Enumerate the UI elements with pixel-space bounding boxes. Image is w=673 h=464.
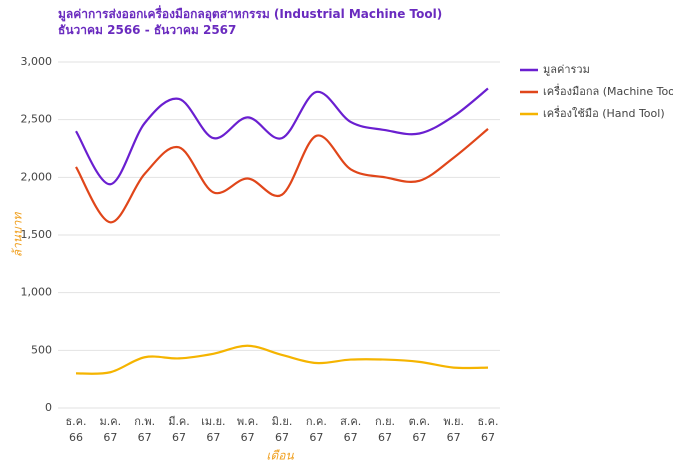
x-tick-label: 67: [378, 431, 392, 444]
x-tick-label: 67: [344, 431, 358, 444]
y-tick-label: 1,500: [21, 228, 53, 241]
x-tick-label: 67: [275, 431, 289, 444]
x-tick-label: 67: [206, 431, 220, 444]
x-tick-label: ส.ค.: [340, 415, 361, 428]
series-line: [75, 87, 489, 186]
x-tick-label: ธ.ค.: [65, 415, 86, 428]
y-tick-label: 0: [45, 401, 52, 414]
x-tick-label: ธ.ค.: [477, 415, 498, 428]
x-tick-label: 67: [172, 431, 186, 444]
series-line: [75, 128, 489, 224]
x-tick-label: พ.ย.: [443, 415, 464, 428]
x-tick-label: 67: [481, 431, 495, 444]
legend-label: มูลค่ารวม: [543, 63, 590, 76]
x-tick-label: ก.ย.: [375, 415, 395, 428]
x-tick-label: ต.ค.: [409, 415, 431, 428]
legend-label: เครื่องมือกล (Machine Tool): [543, 83, 673, 98]
x-tick-label: 67: [412, 431, 426, 444]
y-tick-label: 2,000: [21, 170, 53, 183]
x-tick-label: ม.ค.: [100, 415, 122, 428]
x-tick-label: มิ.ย.: [272, 415, 293, 428]
y-tick-label: 500: [31, 343, 52, 356]
chart-title: มูลค่าการส่งออกเครื่องมือกลอุตสาหกรรม (I…: [58, 7, 443, 37]
x-tick-label: ก.ค.: [306, 415, 327, 428]
x-tick-label: 67: [138, 431, 152, 444]
x-tick-label: เม.ย.: [201, 415, 225, 428]
legend-label: เครื่องใช้มือ (Hand Tool): [543, 105, 665, 120]
x-tick-label: 67: [309, 431, 323, 444]
y-axis-label: ล้านบาท: [11, 212, 25, 258]
x-tick-label: 67: [103, 431, 117, 444]
y-tick-label: 1,000: [21, 286, 53, 299]
x-tick-label: 67: [447, 431, 461, 444]
series-line: [75, 344, 489, 375]
x-tick-label: 67: [241, 431, 255, 444]
y-tick-label: 2,500: [21, 113, 53, 126]
x-tick-label: มี.ค.: [168, 415, 190, 428]
x-tick-label: พ.ค.: [237, 415, 259, 428]
x-axis-label: เดือน: [266, 449, 294, 463]
x-tick-label: ก.พ.: [134, 415, 155, 428]
x-tick-label: 66: [69, 431, 83, 444]
y-tick-label: 3,000: [21, 55, 53, 68]
